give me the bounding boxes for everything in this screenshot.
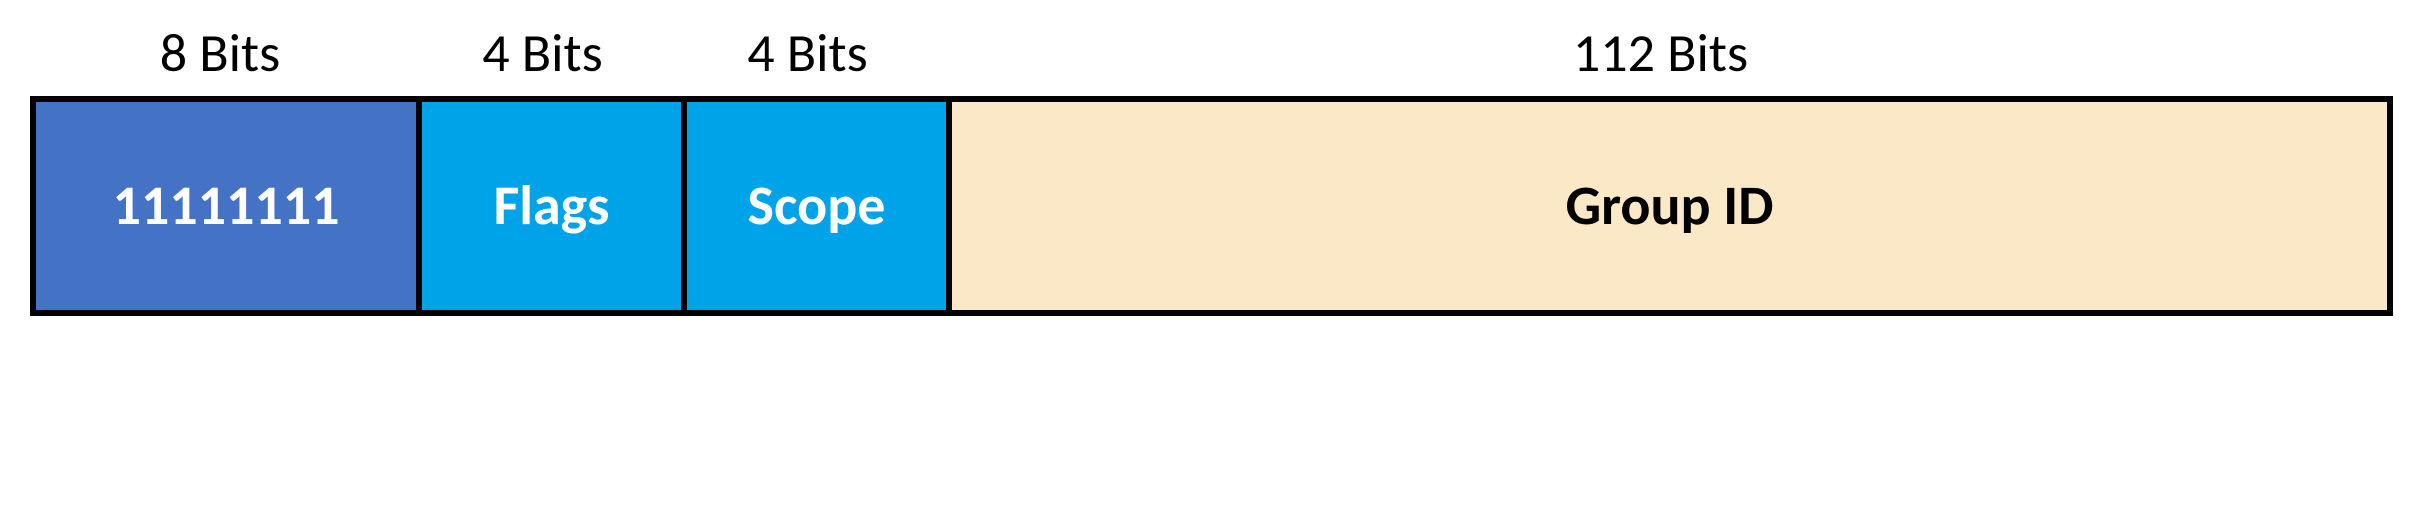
bits-label: 112 Bits [940, 20, 2381, 86]
bits-label: 4 Bits [675, 20, 940, 86]
field-cell: 11111111 [36, 102, 416, 310]
bits-label: 4 Bits [410, 20, 675, 86]
field-cell: Group ID [946, 102, 2387, 310]
address-structure-diagram: 8 Bits4 Bits4 Bits112 Bits 11111111Flags… [30, 20, 2393, 316]
fields-row: 11111111FlagsScopeGroup ID [30, 96, 2393, 316]
field-cell: Scope [681, 102, 946, 310]
field-cell: Flags [416, 102, 681, 310]
bits-label: 8 Bits [30, 20, 410, 86]
bits-labels-row: 8 Bits4 Bits4 Bits112 Bits [30, 20, 2393, 86]
